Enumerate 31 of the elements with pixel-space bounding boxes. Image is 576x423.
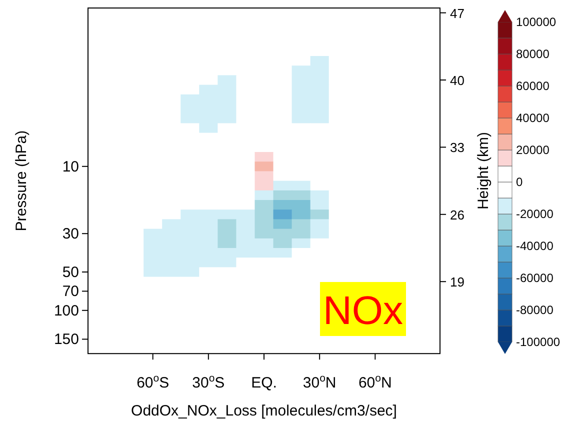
x-tick-label: 60$^{o}$N [358,372,392,392]
color-bar-label: -20000 [516,207,554,221]
color-bar-label: 40000 [516,111,550,125]
annotation: NOx [323,289,403,333]
y-tick-label: 50 [62,264,79,281]
color-bar-label: 20000 [516,143,550,157]
color-bar-label: -100000 [516,335,560,349]
y2-tick-label: 19 [450,274,464,290]
y-tick-label: 30 [62,226,79,243]
y-tick-label: 70 [62,283,79,300]
color-bar-label: 60000 [516,79,550,93]
y-tick-label: 10 [62,158,79,176]
color-bar-label: 100000 [516,15,556,29]
x-tick-label: 30$^{o}$S [192,372,225,392]
y-axis-title: Pressure (hPa) [13,130,30,232]
x-tick-label: 60$^{o}$S [136,372,170,392]
x-tick-label: 30$^{o}$N [302,372,336,392]
y2-tick-label: 47 [450,6,464,21]
y-tick-label: 150 [54,331,79,348]
color-bar-label: 80000 [516,47,550,61]
y2-tick-label: 26 [450,207,464,222]
y2-tick-label: 33 [450,140,464,156]
color-bar-label: -60000 [516,271,554,285]
x-tick-label: EQ. [251,374,277,392]
y-tick-label: 100 [54,302,79,320]
color-bar-label: 0 [516,175,523,189]
y2-axis-title: Height (km) [475,132,492,210]
color-bar-label: -80000 [516,303,554,317]
y2-tick-label: 40 [450,73,464,88]
color-bar-label: -40000 [516,239,554,253]
x-axis-title: OddOx_NOx_Loss [molecules/cm3/sec] [131,402,397,420]
